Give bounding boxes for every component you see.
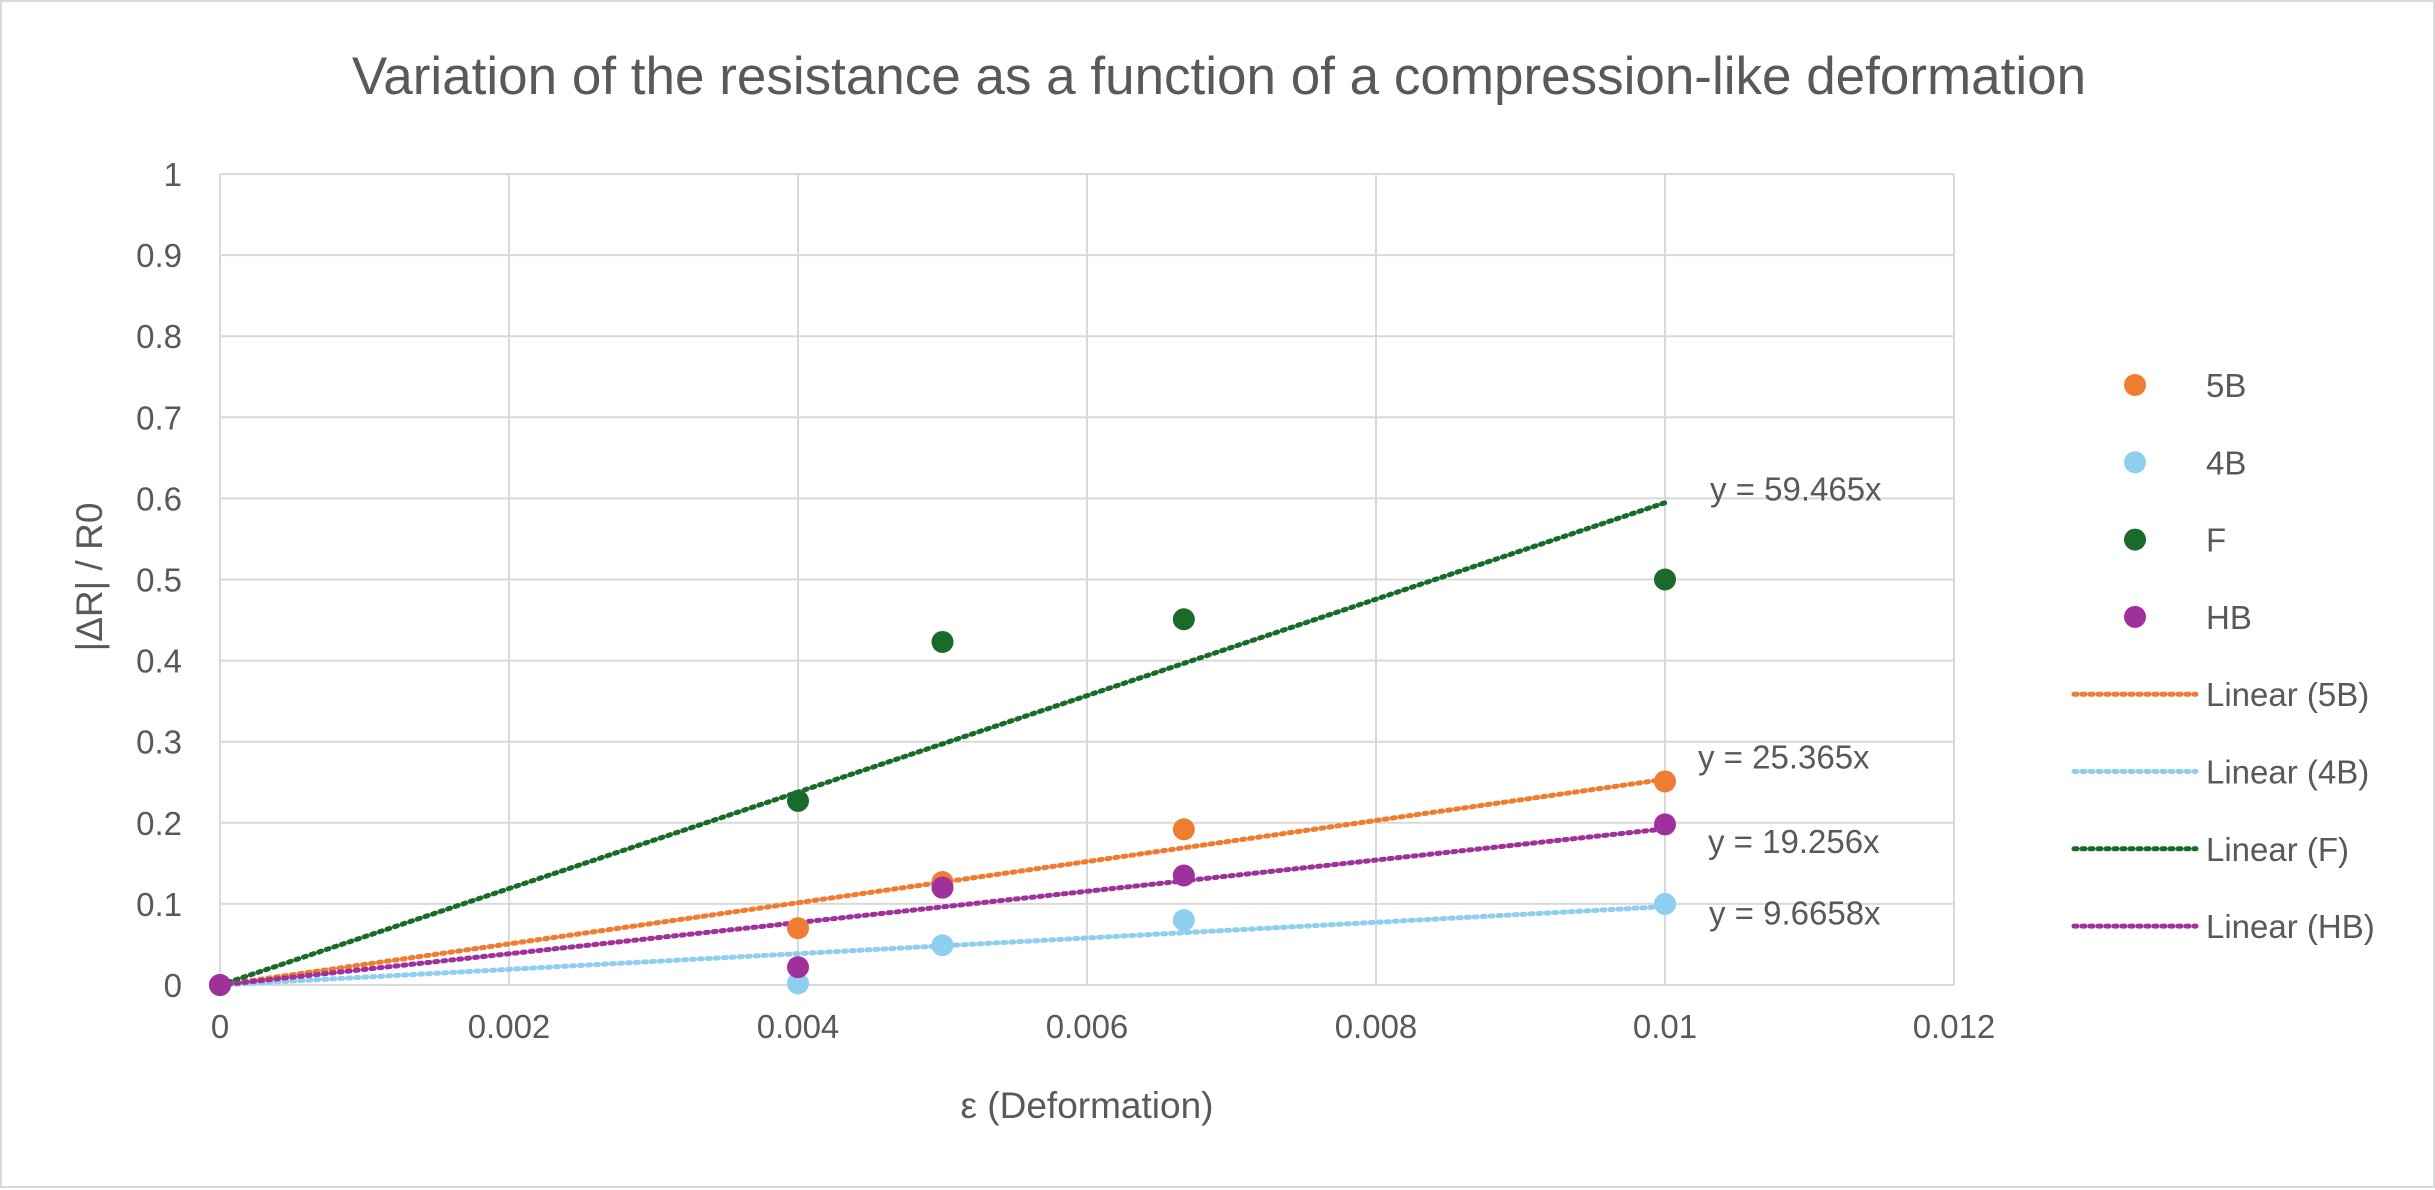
equation-5b: y = 25.365x <box>1698 738 1870 775</box>
legend-label-linear-f: Linear (F) <box>2206 831 2349 868</box>
y-tick-label: 0.7 <box>136 399 182 436</box>
chart-title: Variation of the resistance as a functio… <box>352 47 2086 106</box>
legend-label-5b: 5B <box>2206 367 2246 404</box>
y-tick-label: 0.1 <box>136 886 182 923</box>
x-axis-ticks: 0 0.002 0.004 0.006 0.008 0.01 0.012 <box>211 1008 1995 1045</box>
y-tick-label: 0.5 <box>136 562 182 599</box>
gridlines <box>219 173 1955 986</box>
point-5b <box>1654 770 1676 793</box>
point-f <box>1654 568 1676 591</box>
point-5b <box>1172 818 1195 841</box>
x-tick-label: 0.002 <box>468 1008 551 1045</box>
legend-marker-hb <box>2124 605 2146 628</box>
y-tick-label: 0 <box>164 967 182 1004</box>
point-f <box>931 630 954 653</box>
trendline-equations: y = 25.365x y = 9.6658x y = 59.465x y = 19.… <box>1698 471 1882 932</box>
point-5b <box>787 917 809 940</box>
x-tick-label: 0.012 <box>1913 1008 1996 1045</box>
y-tick-label: 0.6 <box>136 480 182 517</box>
y-tick-label: 0.8 <box>136 318 182 355</box>
trendline-f <box>217 500 1668 988</box>
y-tick-label: 0.3 <box>136 724 182 761</box>
x-tick-label: 0.01 <box>1633 1008 1697 1045</box>
equation-f: y = 59.465x <box>1710 471 1882 508</box>
data-points <box>209 568 1676 996</box>
point-hb <box>1654 813 1676 836</box>
y-tick-label: 0.9 <box>136 237 182 274</box>
y-axis-label: |ΔR| / R0 <box>69 503 110 652</box>
legend-label-linear-4b: Linear (4B) <box>2206 754 2369 791</box>
point-4b <box>787 972 809 995</box>
y-tick-label: 0.2 <box>136 805 182 842</box>
point-f <box>787 789 809 812</box>
legend-label-linear-hb: Linear (HB) <box>2206 908 2375 945</box>
legend-label-linear-5b: Linear (5B) <box>2206 676 2369 713</box>
point-4b <box>1172 909 1195 932</box>
legend-label-f: F <box>2206 522 2226 559</box>
x-tick-label: 0.004 <box>757 1008 840 1045</box>
legend-marker-f <box>2124 528 2146 551</box>
legend: 5B 4B F HB Linear (5B) Linear (4B) Linear (F) L… <box>2071 367 2375 945</box>
point-4b <box>931 934 954 957</box>
legend-label-4b: 4B <box>2206 444 2246 481</box>
legend-label-hb: HB <box>2206 599 2252 636</box>
equation-hb: y = 19.256x <box>1708 823 1880 860</box>
point-hb <box>787 956 809 979</box>
y-tick-label: 1 <box>164 156 182 193</box>
legend-marker-4b <box>2124 451 2146 474</box>
legend-marker-5b <box>2124 374 2146 396</box>
point-f <box>1172 608 1195 631</box>
x-tick-label: 0.008 <box>1335 1008 1418 1045</box>
point-hb <box>931 876 954 899</box>
equation-4b: y = 9.6658x <box>1709 895 1881 932</box>
x-axis-label: ε (Deformation) <box>961 1085 1214 1126</box>
y-axis-ticks: 0 0.1 0.2 0.3 0.4 0.5 0.6 0.7 0.8 0.9 1 <box>136 156 182 1004</box>
trendline-hb <box>217 826 1668 988</box>
point-hb <box>1172 864 1195 887</box>
point-hb <box>209 974 231 996</box>
trendlines <box>217 500 1668 988</box>
x-tick-label: 0 <box>211 1008 229 1045</box>
y-tick-label: 0.4 <box>136 643 182 680</box>
x-tick-label: 0.006 <box>1046 1008 1129 1045</box>
point-4b <box>1654 892 1676 915</box>
